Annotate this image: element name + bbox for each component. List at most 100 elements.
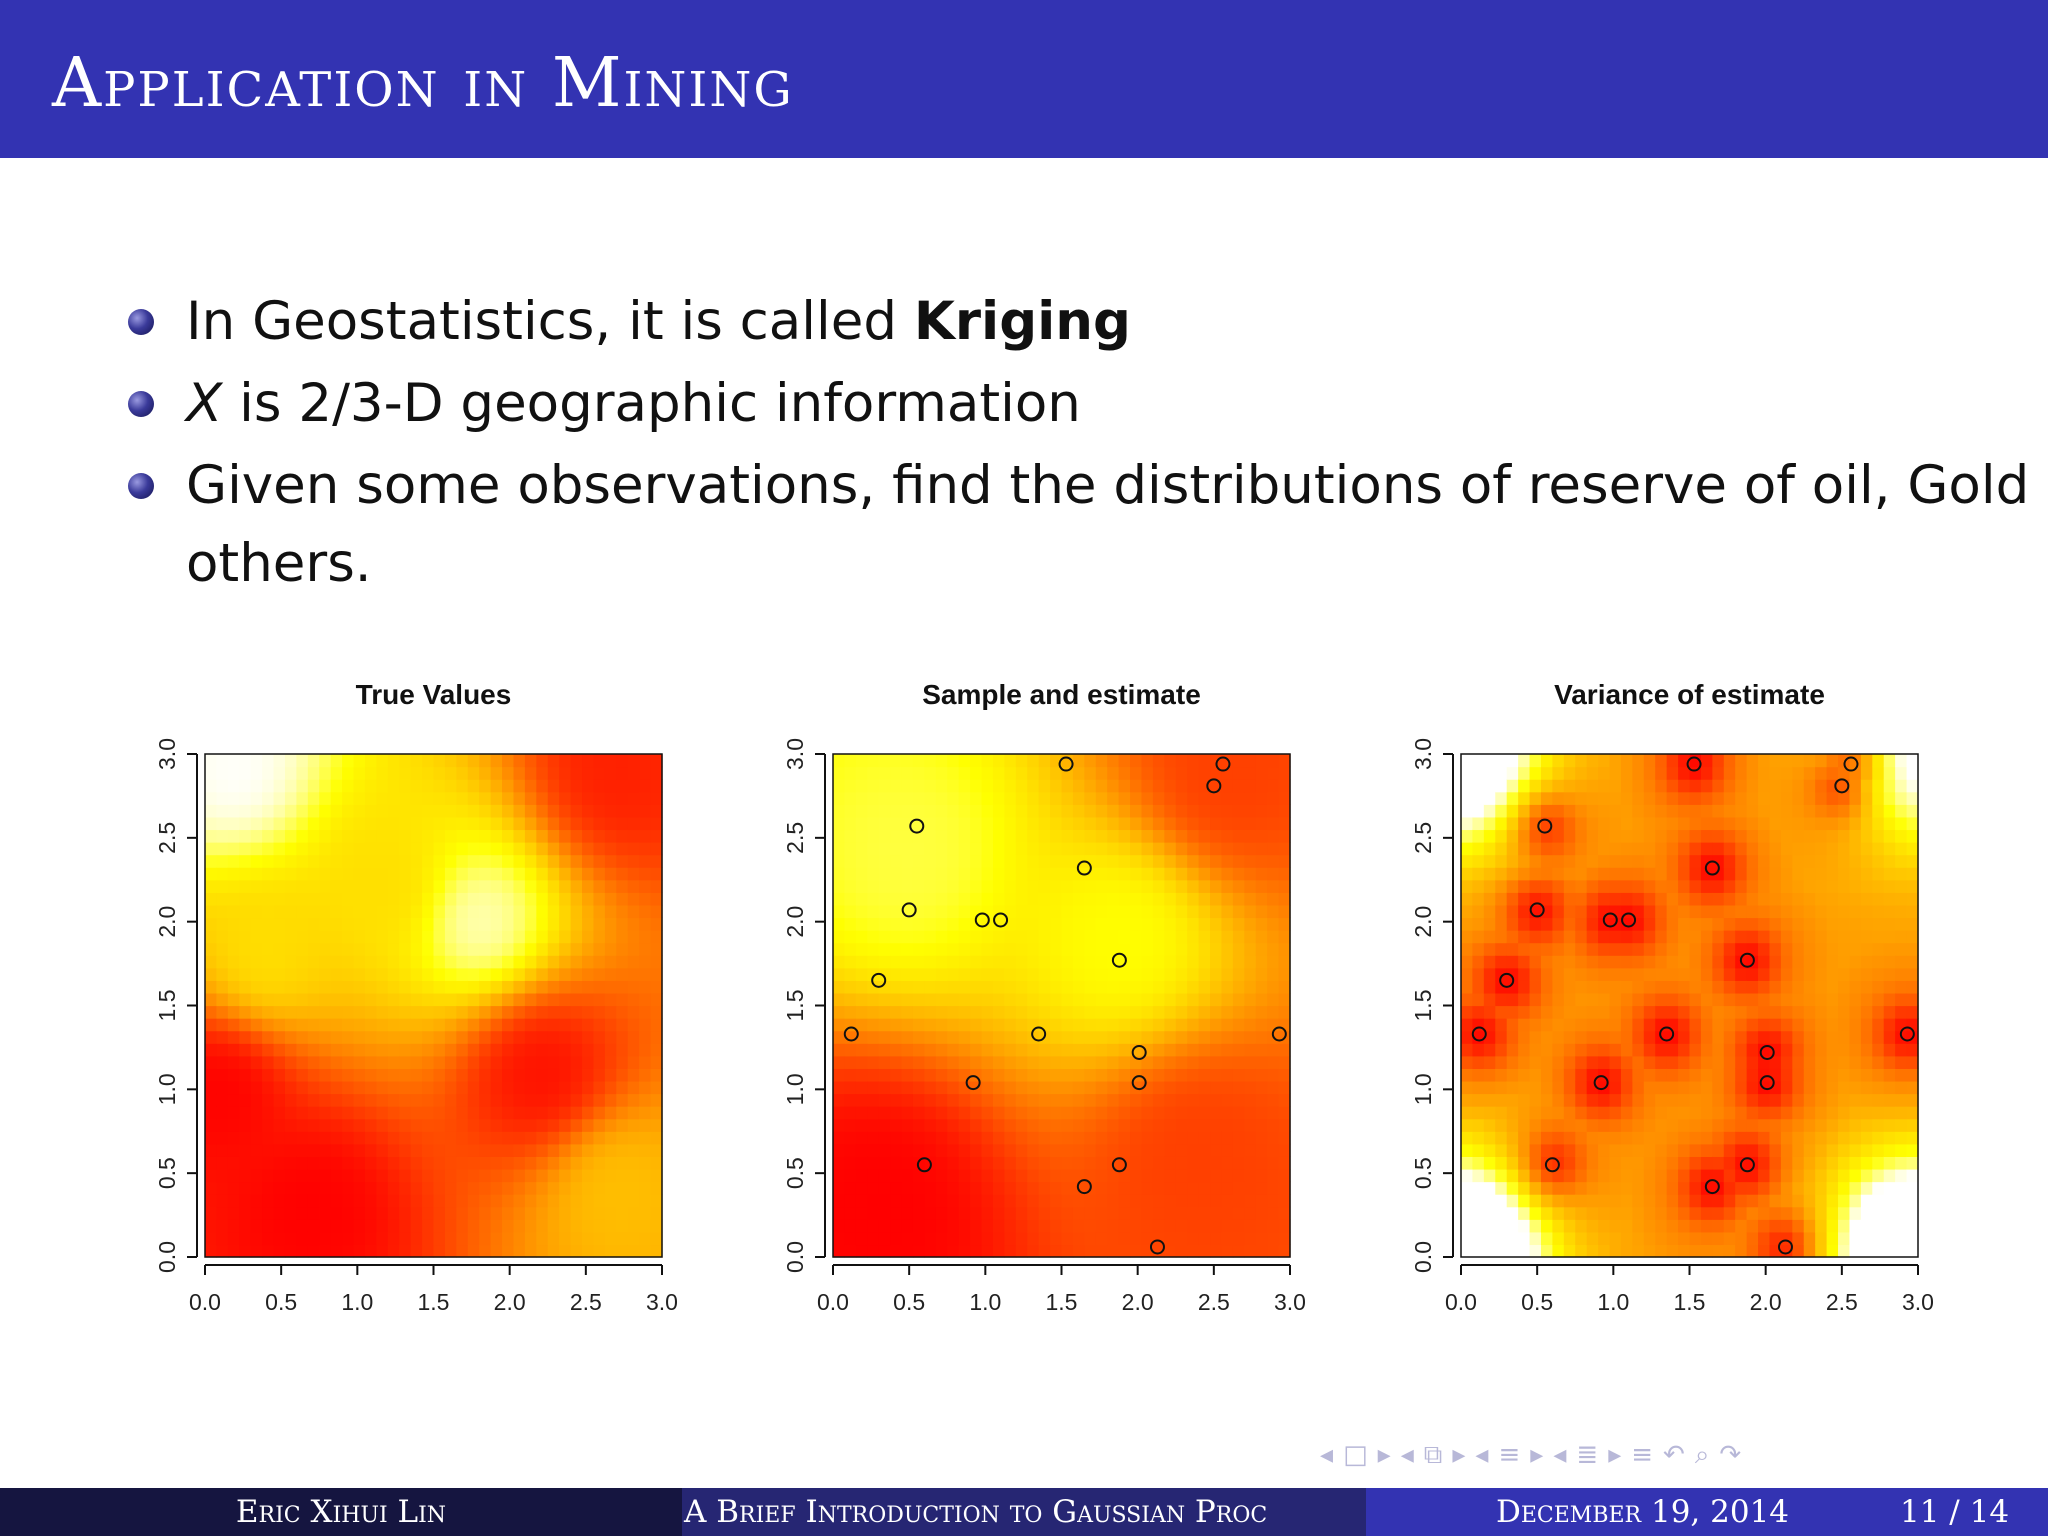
heatmap-cell xyxy=(456,766,469,780)
heatmap-cell xyxy=(1586,1194,1599,1208)
heatmap-cell xyxy=(536,1118,549,1132)
heatmap-cell xyxy=(1620,1131,1633,1145)
heatmap-cell xyxy=(981,1106,994,1120)
heatmap-cell xyxy=(1666,942,1679,956)
heatmap-cell xyxy=(1586,1093,1599,1107)
heatmap-cell xyxy=(410,779,423,793)
heatmap-cell xyxy=(935,955,948,969)
heatmap-cell xyxy=(1198,867,1211,881)
heatmap-cell xyxy=(1483,1030,1496,1044)
heatmap-cell xyxy=(1883,816,1896,831)
heatmap-cell xyxy=(604,1168,617,1183)
heatmap-cell xyxy=(890,879,903,893)
heatmap-cell xyxy=(1540,967,1554,981)
heatmap-cell xyxy=(1529,955,1542,969)
arrow-right-icon[interactable]: ▸ xyxy=(1452,1440,1466,1470)
heatmap-cell xyxy=(1198,1043,1211,1057)
heatmap-cell xyxy=(1187,1043,1200,1057)
heatmap-cell xyxy=(410,816,423,831)
heatmap-cell xyxy=(1540,1030,1554,1044)
arrow-left-icon[interactable]: ◂ xyxy=(1320,1440,1334,1470)
heatmap-cell xyxy=(284,791,298,805)
heatmap-cell xyxy=(559,1030,572,1044)
heatmap-cell xyxy=(901,942,914,956)
heatmap-cell xyxy=(1746,1093,1759,1107)
subsection-icon[interactable]: ≣ xyxy=(1576,1440,1599,1470)
heatmap-cell xyxy=(947,955,960,969)
align-icon[interactable]: ≡ xyxy=(1631,1440,1654,1470)
heatmap-cell xyxy=(924,842,937,856)
heatmap-cell xyxy=(1678,892,1691,906)
heatmap-cell xyxy=(616,1106,629,1120)
section-icon[interactable]: ≡ xyxy=(1498,1440,1521,1470)
heatmap-cell xyxy=(855,1018,868,1032)
heatmap-cell xyxy=(947,766,960,780)
heatmap-cell xyxy=(1210,879,1223,893)
heatmap-cell xyxy=(1221,867,1234,881)
heatmap-cell xyxy=(1221,1143,1234,1157)
arrow-right-icon[interactable]: ▸ xyxy=(1530,1440,1544,1470)
heatmap-cell xyxy=(1632,1143,1645,1157)
heatmap-cell xyxy=(262,779,275,793)
heatmap-cell xyxy=(1815,754,1828,768)
heatmap-cell xyxy=(844,1143,857,1157)
sample-point xyxy=(1843,756,1859,772)
heatmap-cell xyxy=(307,980,320,994)
heatmap-cell xyxy=(1540,1118,1554,1132)
heatmap-cell xyxy=(387,867,400,881)
heatmap-cell xyxy=(1118,779,1131,793)
heatmap-cell xyxy=(570,842,583,856)
redo-icon[interactable]: ↷ xyxy=(1719,1440,1742,1470)
heatmap-cell xyxy=(1141,1181,1154,1195)
arrow-left-icon[interactable]: ◂ xyxy=(1553,1440,1567,1470)
heatmap-cell xyxy=(1792,829,1805,843)
heatmap-cell xyxy=(1552,967,1565,981)
arrow-right-icon[interactable]: ▸ xyxy=(1377,1440,1391,1470)
heatmap-cell xyxy=(502,930,515,944)
heatmap-cell xyxy=(912,942,926,956)
heatmap-cell xyxy=(1815,779,1828,793)
arrow-right-icon[interactable]: ▸ xyxy=(1608,1440,1622,1470)
heatmap-cell xyxy=(1198,829,1211,843)
heatmap-cell xyxy=(524,779,537,793)
heatmap-cell xyxy=(1232,980,1245,994)
heatmap-cell xyxy=(1689,829,1702,843)
heatmap-cell xyxy=(935,816,948,831)
heatmap-cell xyxy=(1643,1018,1656,1032)
heatmap-cell xyxy=(1666,992,1679,1007)
heatmap-cell xyxy=(1678,1219,1691,1233)
heatmap-cell xyxy=(890,829,903,843)
heatmap-cell xyxy=(867,942,880,956)
arrow-left-icon[interactable]: ◂ xyxy=(1400,1440,1414,1470)
heatmap-cell xyxy=(387,1093,400,1107)
frame-icon[interactable]: □ xyxy=(1343,1440,1368,1470)
heatmap-cell xyxy=(490,1043,503,1057)
heatmap-cell xyxy=(582,904,595,919)
heatmap-cell xyxy=(1826,854,1839,868)
heatmap-cell xyxy=(1735,842,1748,856)
heatmap-cell xyxy=(1540,754,1554,768)
heatmap-cell xyxy=(867,879,880,893)
heatmap-cell xyxy=(627,1244,640,1258)
heatmap-cell xyxy=(1027,854,1040,868)
heatmap-cell xyxy=(1540,992,1554,1007)
heatmap-cell xyxy=(1620,1030,1633,1044)
heatmap-cell xyxy=(1152,1194,1165,1208)
heatmap-cell xyxy=(1278,766,1291,780)
heatmap-cell xyxy=(1164,1055,1177,1069)
heatmap-cell xyxy=(1780,879,1793,893)
heatmap-cell xyxy=(227,1143,240,1157)
heatmap-cell xyxy=(833,816,846,831)
heatmap-cell xyxy=(901,779,914,793)
undo-icon[interactable]: ↶ xyxy=(1663,1440,1685,1470)
heatmap-cell xyxy=(593,955,606,969)
heatmap-cell xyxy=(1586,867,1599,881)
frames-icon[interactable]: ⧉ xyxy=(1423,1440,1443,1470)
heatmap-cell xyxy=(1815,917,1828,931)
arrow-left-icon[interactable]: ◂ xyxy=(1475,1440,1489,1470)
search-icon[interactable]: ⌕ xyxy=(1694,1440,1710,1470)
heatmap-cell xyxy=(1187,1244,1200,1258)
heatmap-cell xyxy=(958,955,971,969)
heatmap-cell xyxy=(1586,1055,1599,1069)
heatmap-cell xyxy=(1872,1030,1885,1044)
